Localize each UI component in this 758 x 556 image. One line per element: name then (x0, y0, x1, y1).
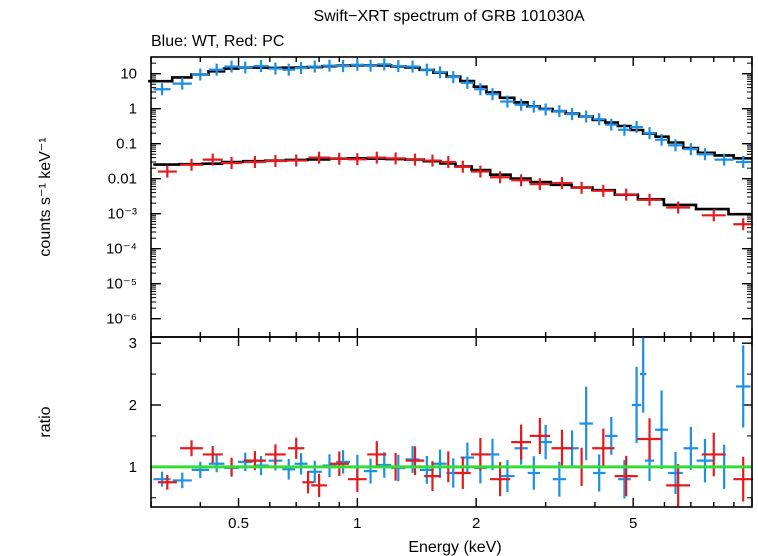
spectrum-model-line (153, 157, 752, 216)
ratio-y-tick-label: 2 (129, 397, 137, 414)
spectrum-y-tick-label: 10⁻⁶ (106, 311, 137, 328)
ratio-ylabel-text: ratio (37, 406, 54, 437)
ratio-y-tick-label: 3 (129, 335, 137, 352)
spectrum-y-tick-label: 10 (120, 66, 137, 83)
x-tick-label: 0.5 (228, 515, 249, 532)
ratio-y-tick-label: 1 (129, 459, 137, 476)
spectrum-y-tick-label: 1 (129, 101, 137, 118)
spectrum-ylabel: counts s⁻¹ keV⁻¹ (37, 137, 54, 256)
ratio-panel: 1 2 3 0.5 1 2 5 (129, 335, 754, 532)
spectrum-y-tick-label: 10⁻³ (107, 206, 137, 223)
spectrum-y-tick-label: 0.01 (108, 171, 137, 188)
chart-subtitle: Blue: WT, Red: PC (151, 33, 284, 50)
spectrum-ylabel-text: counts s⁻¹ keV⁻¹ (37, 137, 54, 256)
spectrum-panel: 10 1 0.1 0.01 10⁻³ 10⁻⁴ 10⁻⁵ 10⁻⁶ (106, 56, 754, 338)
spectrum-y-tick-label: 10⁻⁵ (106, 276, 137, 293)
x-tick-label: 1 (353, 515, 361, 532)
spectrum-y-tick-label: 10⁻⁴ (106, 241, 137, 258)
x-tick-label: 2 (472, 515, 480, 532)
ratio-ylabel: ratio (37, 406, 54, 437)
spectrum-y-tick-label: 0.1 (116, 136, 137, 153)
chart-title: Swift−XRT spectrum of GRB 101030A (313, 8, 584, 25)
x-axis-label: Energy (keV) (408, 539, 501, 556)
x-tick-label: 5 (629, 515, 637, 532)
ratio-frame (150, 336, 753, 508)
spectrum-frame (150, 56, 753, 338)
